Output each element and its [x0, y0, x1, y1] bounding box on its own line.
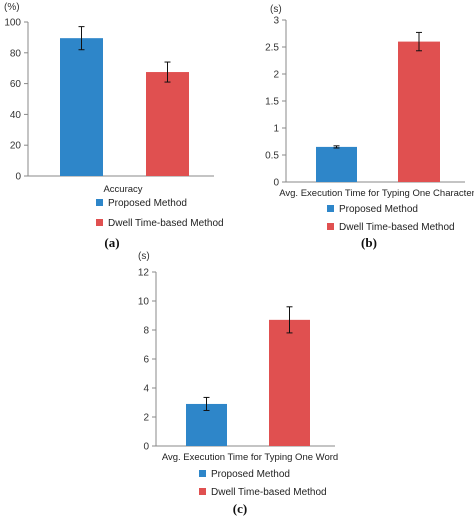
panel-c-legend-swatch-dwell — [199, 488, 206, 495]
panel-a-y-tick-label: 40 — [10, 110, 22, 121]
panel-c-y-tick-label: 2 — [143, 413, 149, 424]
panel-b-unit-label: (s) — [270, 4, 282, 15]
panel-a-y-tick-label: 60 — [10, 79, 22, 90]
panel-a-legend-label-dwell: Dwell Time-based Method — [108, 218, 224, 229]
panel-b-x-axis-label: Avg. Execution Time for Typing One Chara… — [279, 188, 474, 199]
panel-b-bar-dwell — [398, 41, 440, 182]
panel-a-unit-label: (%) — [4, 2, 20, 13]
panel-c-y-tick-label: 8 — [143, 326, 149, 337]
panel-a-y-tick-label: 100 — [4, 18, 21, 29]
panel-b-y-tick-label: 2 — [273, 70, 279, 81]
panel-b-legend-label-dwell: Dwell Time-based Method — [339, 222, 455, 233]
panel-c-legend-label-dwell: Dwell Time-based Method — [211, 487, 327, 498]
panel-b-y-tick-label: 3 — [273, 16, 279, 27]
panel-b-y-tick-label: 0.5 — [265, 151, 279, 162]
panel-c-y-tick-label: 4 — [143, 384, 149, 395]
panel-b-y-tick-label: 1.5 — [265, 97, 279, 108]
panel-c-legend-swatch-proposed — [199, 470, 206, 477]
panel-c-y-tick-label: 0 — [143, 442, 149, 453]
panel-b-y-tick-label: 0 — [273, 178, 279, 189]
panel-b-bar-proposed — [316, 146, 357, 182]
panel-b-label: (b) — [361, 235, 377, 250]
panel-a-label: (a) — [104, 235, 119, 250]
panel-b-legend-swatch-proposed — [327, 205, 334, 212]
panel-c-y-tick-label: 10 — [138, 297, 150, 308]
panel-a-bar-dwell — [146, 72, 189, 176]
panel-a-legend-swatch-dwell — [96, 219, 103, 226]
panel-c-unit-label: (s) — [138, 251, 150, 262]
panel-a-bar-proposed — [60, 38, 103, 176]
panel-a-y-tick-label: 20 — [10, 141, 22, 152]
panel-b-y-tick-label: 2.5 — [265, 43, 279, 54]
panel-c-x-axis-label: Avg. Execution Time for Typing One Word — [162, 452, 338, 463]
panel-c-label: (c) — [233, 501, 247, 516]
panel-a-y-tick-label: 80 — [10, 48, 22, 59]
panel-b-legend-swatch-dwell — [327, 223, 334, 230]
panel-c-bar-dwell — [269, 319, 310, 446]
panel-a-x-axis-label: Accuracy — [103, 184, 142, 195]
panel-a-legend-swatch-proposed — [96, 199, 103, 206]
panel-b-y-tick-label: 1 — [273, 124, 279, 135]
panel-c-legend-label-proposed: Proposed Method — [211, 469, 290, 480]
panel-c-y-tick-label: 6 — [143, 355, 149, 366]
panel-b-legend-label-proposed: Proposed Method — [339, 204, 418, 215]
panel-a-y-tick-label: 0 — [15, 172, 21, 183]
panel-a-legend-label-proposed: Proposed Method — [108, 198, 187, 209]
panel-c-y-tick-label: 12 — [138, 268, 150, 279]
